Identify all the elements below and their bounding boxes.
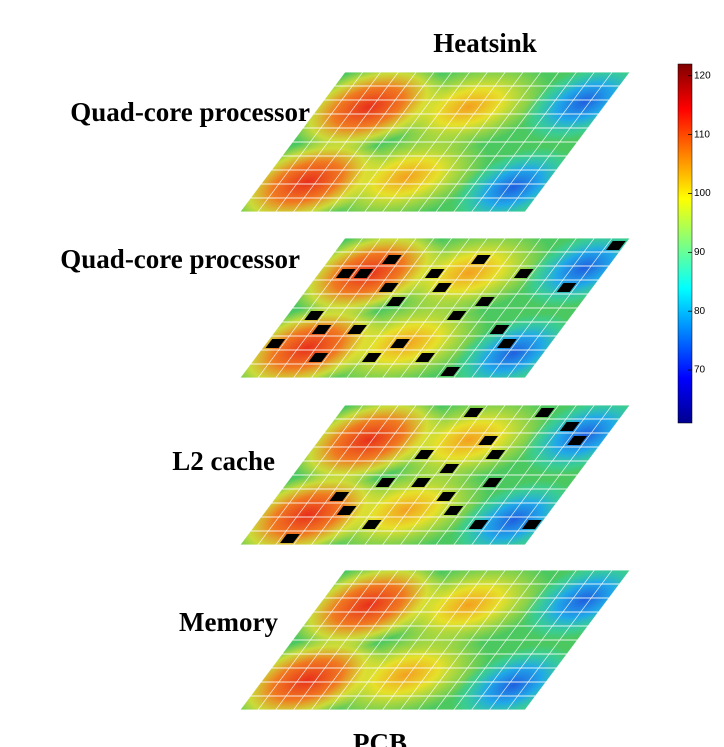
layer-label: L2 cache bbox=[172, 446, 275, 476]
heat-layer bbox=[204, 560, 670, 725]
layer-label: Quad-core processor bbox=[70, 97, 310, 127]
colorbar bbox=[678, 64, 692, 423]
heat-layer bbox=[204, 395, 670, 560]
heat-map bbox=[204, 395, 670, 560]
heat-map bbox=[204, 62, 670, 227]
colorbar-tick-label: 110 bbox=[694, 129, 710, 140]
heat-layer bbox=[204, 62, 670, 227]
colorbar-tick-label: 90 bbox=[694, 247, 706, 258]
bottom-label: PCB bbox=[353, 728, 407, 747]
title: Heatsink bbox=[433, 28, 537, 58]
colorbar-tick-label: 120 bbox=[694, 70, 711, 81]
layer-label: Quad-core processor bbox=[60, 244, 300, 274]
heat-map bbox=[204, 560, 670, 725]
figure: Heatsink PCB Quad-core processor Quad-cor… bbox=[0, 0, 724, 747]
page: Heatsink PCB Quad-core processor Quad-cor… bbox=[0, 0, 724, 747]
colorbar-tick-label: 100 bbox=[694, 188, 711, 199]
colorbar-tick-label: 80 bbox=[694, 306, 706, 317]
layer-label: Memory bbox=[179, 607, 278, 637]
colorbar-tick-label: 70 bbox=[694, 365, 706, 376]
